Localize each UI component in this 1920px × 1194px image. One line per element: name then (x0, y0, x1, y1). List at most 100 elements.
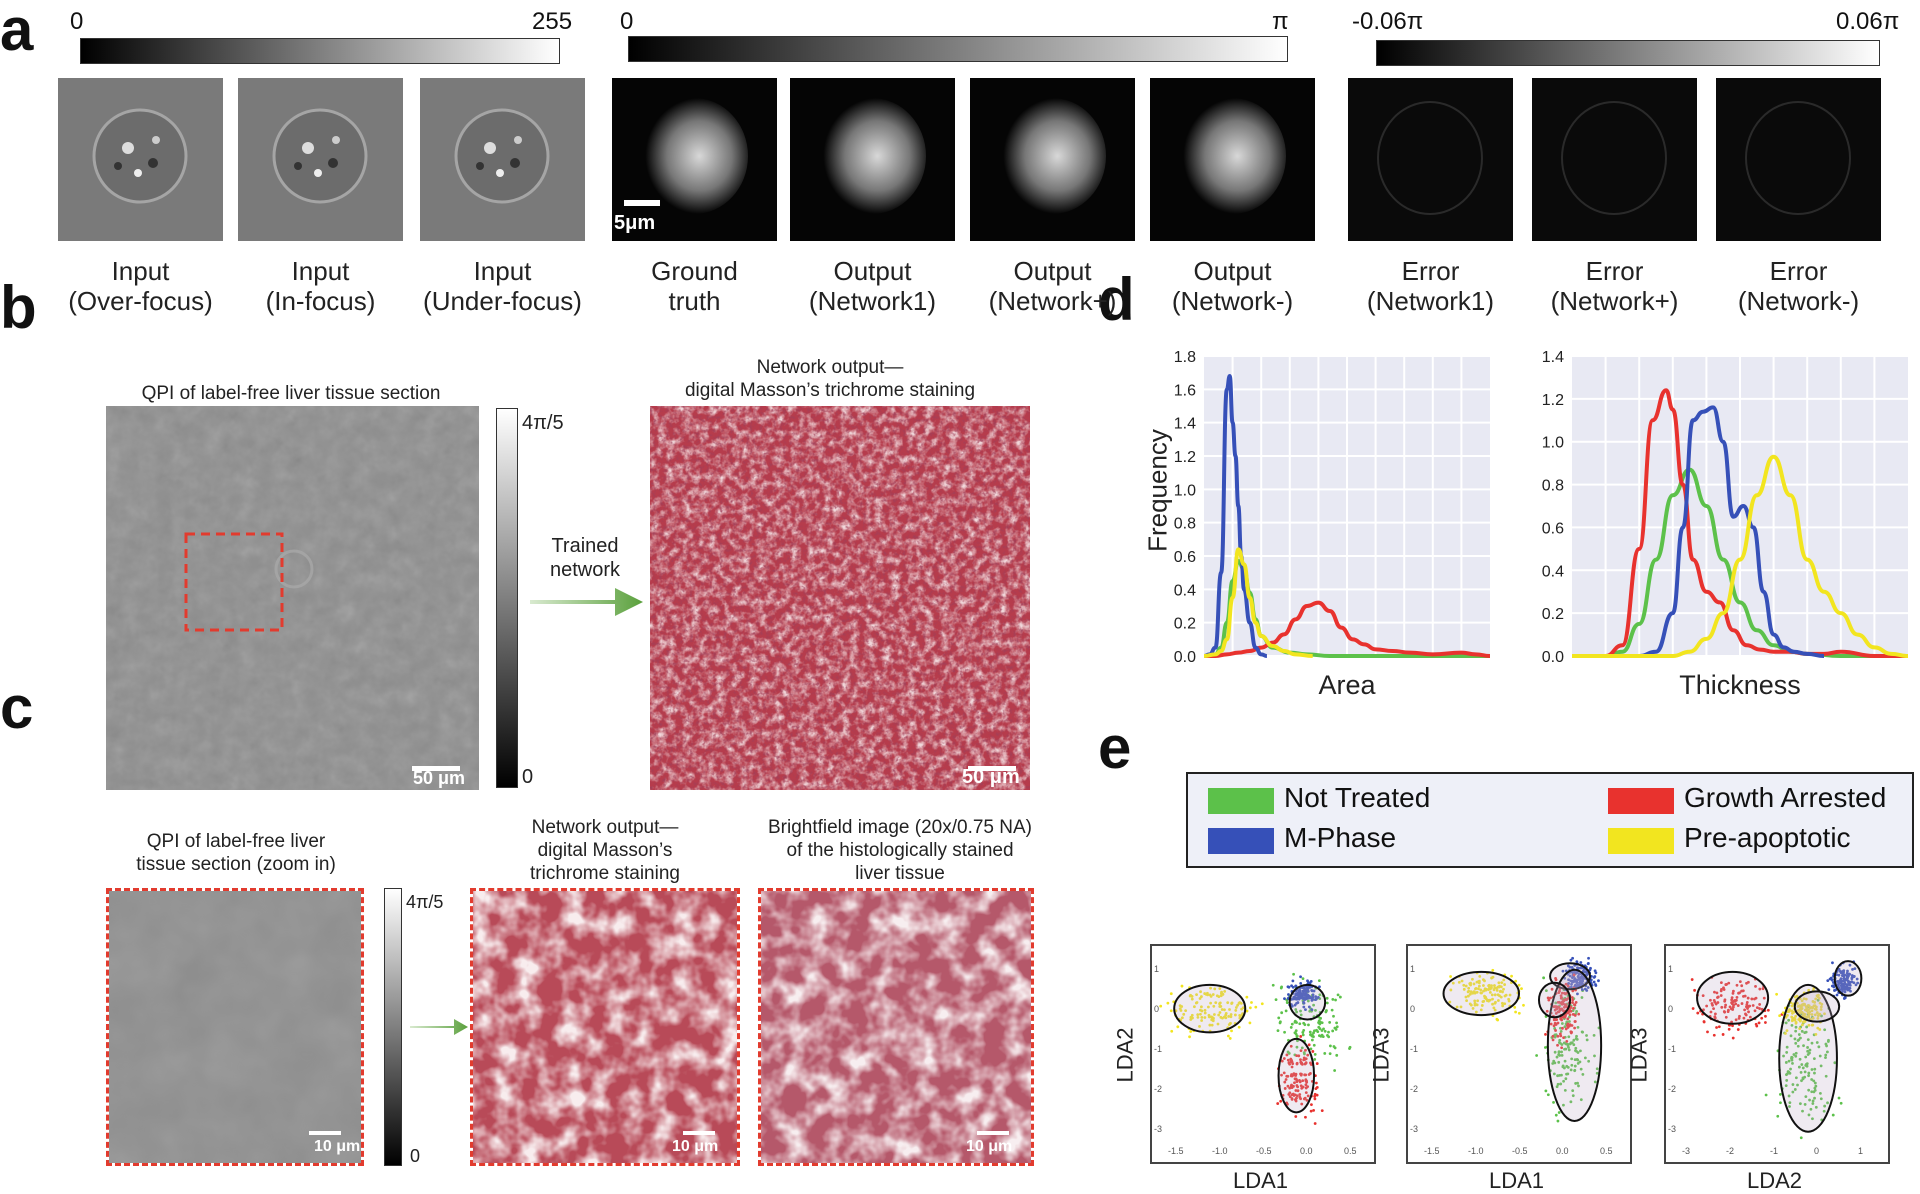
lda-point (1561, 1026, 1564, 1030)
lda-point (1691, 1007, 1695, 1010)
lda-point (1787, 1018, 1791, 1022)
lda-point (1182, 1012, 1186, 1016)
input-image (420, 78, 585, 241)
lda-point (1451, 981, 1455, 985)
lda-point (1554, 1001, 1558, 1005)
lda-point (1560, 1018, 1564, 1022)
lda-point (1490, 984, 1493, 988)
lda-point (1190, 997, 1194, 1001)
lda-point (1580, 988, 1584, 992)
c-right-scalebar-label: 10 μm (966, 1138, 1013, 1155)
lda-point (1794, 1014, 1798, 1018)
lda-point (1302, 990, 1306, 993)
lda-point (1318, 1027, 1322, 1031)
lda-point (1778, 1014, 1782, 1018)
lda-point (1794, 1076, 1798, 1080)
lda-point (1288, 1086, 1292, 1090)
lda-point (1779, 1101, 1782, 1105)
lda-point (1196, 1015, 1200, 1019)
lda-point (1818, 1028, 1822, 1031)
lda-point (1712, 1007, 1715, 1011)
lda-point (1227, 1015, 1231, 1018)
lda-point (1312, 1003, 1315, 1007)
c-right-l3: liver tissue (855, 863, 945, 884)
lda-point (1552, 1024, 1556, 1028)
lda-point (1189, 1030, 1193, 1033)
lda-point (1502, 978, 1506, 982)
lda-point (1474, 986, 1478, 990)
lda-point (1492, 988, 1496, 992)
lda-point (1238, 1016, 1242, 1020)
lda-point (1318, 985, 1321, 989)
lda-point (1501, 1004, 1505, 1008)
lda-point (1313, 998, 1317, 1002)
lda-point (1809, 1107, 1813, 1111)
lda-point (1286, 1058, 1290, 1062)
lda-point (1290, 1058, 1293, 1062)
lda-point (1706, 1030, 1709, 1034)
c-mid-scalebar-label: 10 μm (672, 1138, 719, 1155)
lda-point (1793, 995, 1797, 999)
lda-point (1306, 989, 1310, 993)
lda-point (1298, 1022, 1302, 1026)
lda-point (1717, 1025, 1721, 1029)
lda-point (1786, 1070, 1790, 1073)
lda-point (1824, 1042, 1828, 1046)
lda-point (1180, 1005, 1184, 1008)
lda-point (1713, 1015, 1717, 1019)
y-tick-label: 0.0 (1542, 649, 1564, 666)
lda-point (1808, 1098, 1811, 1102)
lda-point (1574, 1046, 1578, 1050)
lda-point (1304, 1008, 1307, 1012)
lda-point (1811, 1000, 1815, 1003)
lda-point (1709, 1010, 1713, 1014)
lda-point (1790, 1024, 1794, 1027)
lda-point (1303, 996, 1307, 1000)
cbar2-max: π (1272, 8, 1289, 35)
lda-point (1807, 988, 1811, 992)
lda-point (1304, 1086, 1308, 1090)
lda-point (1592, 980, 1596, 984)
lda-xlabel: LDA1 (1489, 1168, 1545, 1193)
lda-point (1204, 992, 1208, 996)
lda-point (1314, 1087, 1318, 1091)
lda-point (1286, 1084, 1290, 1088)
caption-line1: Output (833, 256, 912, 286)
lda-point (1744, 1012, 1747, 1016)
lda-xtick: 1 (1858, 1146, 1864, 1156)
caption-line1: Input (473, 256, 532, 286)
panel-label-d: d (1098, 266, 1135, 333)
lda-point (1309, 1072, 1312, 1075)
c-colorbar (384, 888, 402, 1166)
lda-ellipse (1442, 970, 1521, 1017)
lda-point (1727, 1027, 1731, 1031)
lda-point (1808, 1048, 1812, 1052)
lda-point (1220, 1008, 1224, 1011)
lda-point (1839, 1101, 1843, 1105)
lda-point (1199, 990, 1202, 994)
lda-point (1730, 996, 1734, 1000)
caption-5: Output (Network+) (940, 256, 1165, 316)
lda-point (1854, 983, 1858, 987)
lda-point (1803, 1103, 1807, 1106)
lda-point (1562, 1103, 1565, 1107)
lda-point (1831, 961, 1834, 965)
lda-point (1826, 1040, 1830, 1043)
lda-point (1507, 997, 1511, 1001)
lda-point (1804, 1055, 1808, 1059)
lda-point (1332, 1014, 1335, 1018)
lda-point (1296, 992, 1300, 995)
caption-line2: (Over-focus) (68, 286, 213, 316)
lda-point (1741, 989, 1745, 993)
lda-point (1577, 972, 1581, 976)
lda-point (1796, 1083, 1799, 1087)
lda-point (1713, 990, 1716, 994)
lda-point (1292, 1094, 1296, 1097)
lda-point (1514, 979, 1518, 983)
lda-point (1742, 1016, 1746, 1020)
lda-point (1722, 1010, 1726, 1013)
lda-point (1731, 991, 1735, 995)
x-axis-label: Thickness (1679, 670, 1801, 700)
lda-point (1296, 1085, 1300, 1089)
lda-point (1295, 1010, 1298, 1014)
